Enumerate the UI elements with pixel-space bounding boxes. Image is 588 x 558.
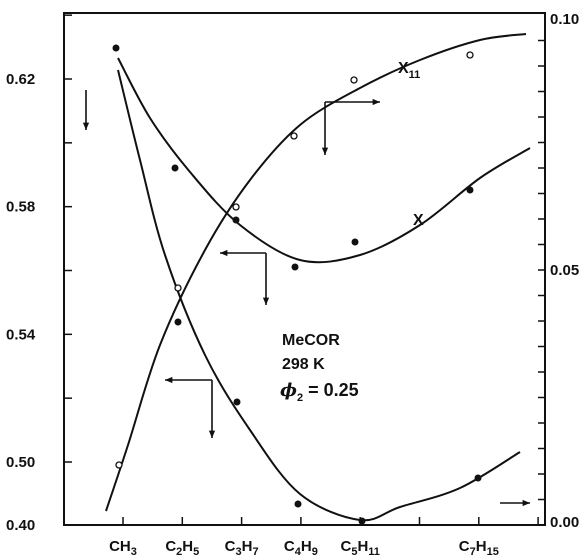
data-point-filled: [171, 164, 179, 172]
curve-label-x: X: [413, 212, 424, 229]
series-x11-curve: [105, 33, 527, 512]
data-point-filled: [112, 44, 120, 52]
category-axis-labels: CH3 C2H5 C3H7 C4H9 C5H11 C7H15: [109, 538, 499, 558]
category-label: C2H5: [165, 538, 199, 558]
data-point-open: [115, 461, 123, 469]
data-point-open: [466, 51, 474, 59]
annotation-compound: MeCOR: [282, 332, 340, 349]
left-tick-label: 0.54: [6, 326, 36, 343]
data-point-filled: [358, 517, 366, 525]
data-point-filled: [351, 238, 359, 246]
tick-marks: [64, 14, 545, 525]
data-points: [112, 44, 482, 525]
arrowhead: [220, 249, 228, 257]
arrowhead: [522, 499, 530, 507]
data-point-open: [232, 203, 240, 211]
data-point-open: [174, 284, 182, 292]
arrowhead: [208, 430, 216, 438]
data-point-filled: [294, 500, 302, 508]
data-point-filled: [174, 318, 182, 326]
arrowhead: [262, 297, 270, 305]
axis-direction-arrows: [82, 90, 530, 507]
right-tick-label: 0.05: [550, 262, 579, 279]
series-third-curve: [117, 69, 521, 522]
right-tick-label: 0.00: [550, 514, 579, 531]
left-tick-label: 0.62: [6, 71, 35, 88]
category-label: C4H9: [284, 538, 318, 558]
annotation-volume-fraction: ϕ2 = 0.25: [280, 380, 359, 404]
data-point-filled: [466, 186, 474, 194]
category-label: C7H15: [459, 538, 499, 558]
curve-label-x11: X11: [398, 60, 420, 81]
plot-frame: [63, 12, 546, 526]
data-point-open: [290, 132, 298, 140]
data-point-filled: [232, 216, 240, 224]
series-x-curve: [117, 57, 531, 264]
arrowhead: [321, 147, 329, 155]
right-tick-label: 0.10: [550, 11, 579, 28]
left-tick-label: 0.50: [6, 454, 35, 471]
arrowhead: [165, 376, 173, 384]
category-label: C3H7: [225, 538, 259, 558]
category-label: C5H11: [340, 538, 379, 558]
left-bottom-label: 0.40: [6, 517, 35, 534]
data-point-filled: [291, 263, 299, 271]
left-tick-label: 0.58: [6, 199, 35, 216]
arrowhead: [372, 98, 380, 106]
annotation-temperature: 298 K: [282, 356, 325, 373]
right-axis-labels: 0.10 0.05 0.00: [550, 11, 579, 531]
category-label: CH3: [109, 538, 137, 558]
data-point-filled: [233, 398, 241, 406]
arrowhead: [82, 122, 90, 130]
data-point-open: [350, 76, 358, 84]
left-axis-labels: 0.62 0.58 0.54 0.50 0.40: [6, 71, 36, 534]
data-point-filled: [474, 474, 482, 482]
